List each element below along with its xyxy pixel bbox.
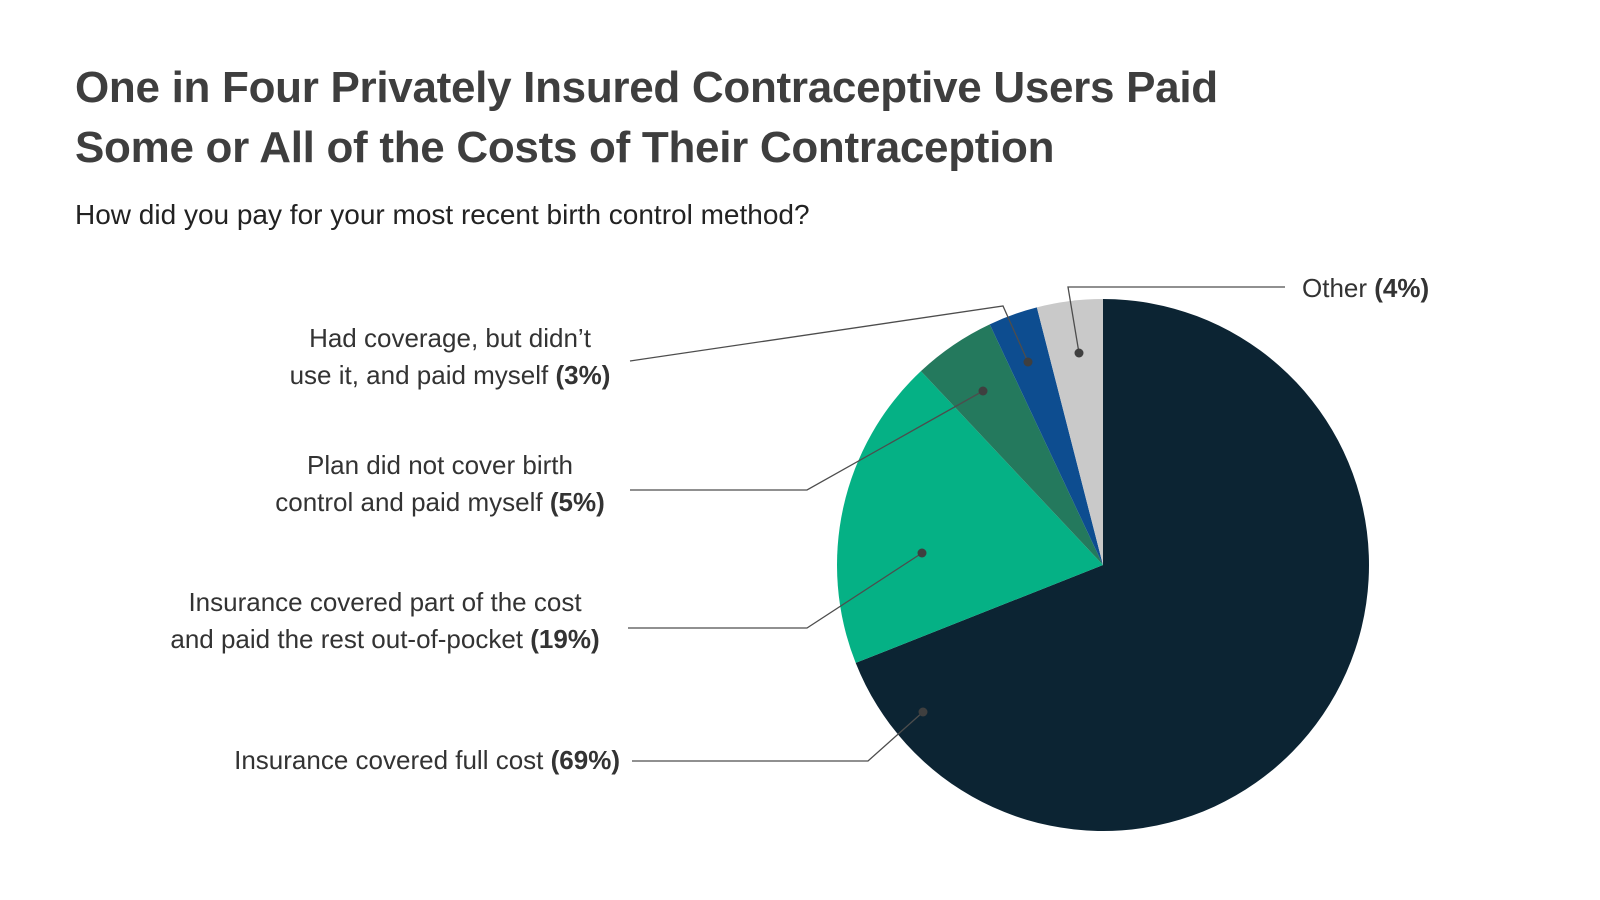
- label-percent: (19%): [530, 624, 600, 654]
- label-plan-did-not-cover: Plan did not cover birth control and pai…: [245, 447, 635, 521]
- label-text: Other: [1302, 273, 1368, 303]
- page-title: One in Four Privately Insured Contracept…: [75, 58, 1425, 178]
- pie-slice-full-cost: [855, 299, 1370, 831]
- pie-slice-other: [1036, 299, 1103, 565]
- label-text: Had coverage, but didn’t: [309, 323, 591, 353]
- label-text: and paid the rest out-of-pocket: [170, 624, 524, 654]
- label-percent: (5%): [549, 487, 605, 517]
- leader-line-plan-no-cover: [630, 390, 984, 491]
- label-other: Other (4%): [1302, 270, 1429, 307]
- label-had-coverage-didnt-use: Had coverage, but didn’t use it, and pai…: [270, 320, 630, 394]
- label-percent: (4%): [1374, 273, 1430, 303]
- label-text: Plan did not cover birth: [307, 450, 573, 480]
- survey-question: How did you pay for your most recent bir…: [75, 199, 810, 230]
- pie-slice-part-cost: [836, 371, 1103, 663]
- leader-line-full-cost: [632, 711, 924, 762]
- leader-line-part-cost: [628, 552, 923, 629]
- label-percent: (69%): [550, 745, 620, 775]
- leader-dot-part-cost: [917, 548, 927, 558]
- leader-line-other: [1067, 286, 1285, 354]
- label-insurance-covered-full-cost: Insurance covered full cost (69%): [234, 742, 620, 779]
- label-insurance-covered-part: Insurance covered part of the cost and p…: [135, 584, 635, 658]
- label-text: Insurance covered part of the cost: [188, 587, 582, 617]
- label-text: use it, and paid myself: [289, 360, 549, 390]
- label-text: control and paid myself: [275, 487, 543, 517]
- leader-line-had-coverage: [629, 305, 1029, 363]
- leader-dot-full-cost: [918, 707, 928, 717]
- leader-dot-had-coverage: [1023, 357, 1033, 367]
- page-title-line1: One in Four Privately Insured Contracept…: [75, 63, 1218, 112]
- pie-slice-had-coverage: [989, 307, 1103, 565]
- page-title-line2: Some or All of the Costs of Their Contra…: [75, 123, 1055, 172]
- label-text: Insurance covered full cost: [234, 745, 544, 775]
- label-percent: (3%): [555, 360, 611, 390]
- pie-slice-plan-no-cover: [920, 324, 1103, 565]
- leader-dot-other: [1074, 348, 1084, 358]
- leader-dot-plan-no-cover: [978, 386, 988, 396]
